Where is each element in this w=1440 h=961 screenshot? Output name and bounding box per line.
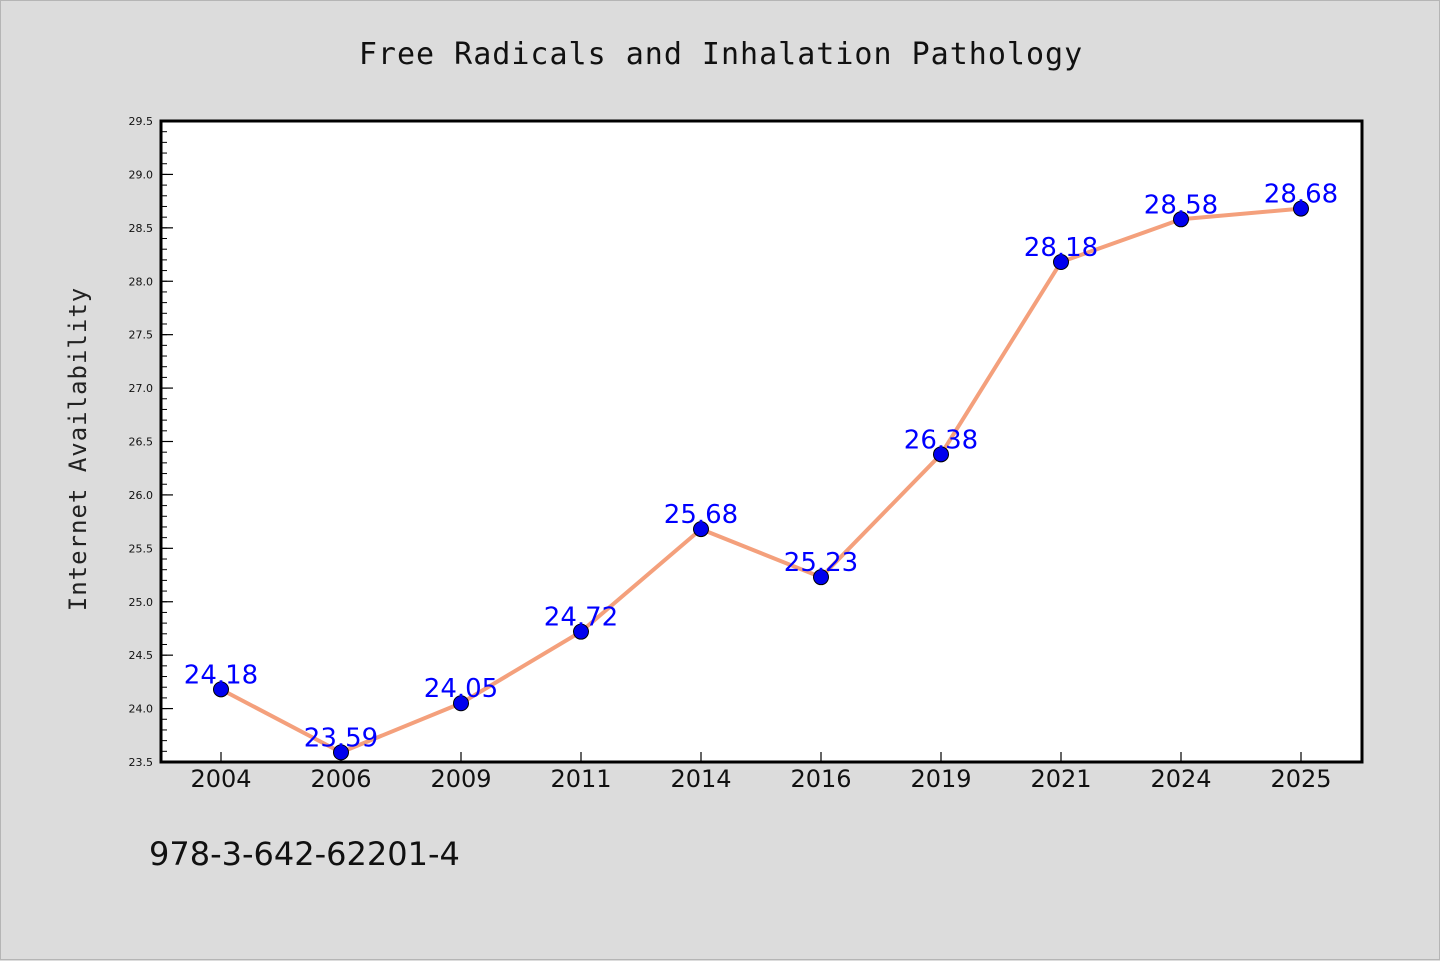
data-label: 24.18 [184, 660, 258, 690]
data-point-marker [1053, 254, 1069, 271]
data-point-marker [813, 569, 829, 586]
y-tick-label: 24.0 [129, 703, 154, 716]
data-label: 23.59 [304, 723, 378, 753]
y-tick-label: 28.0 [129, 275, 154, 288]
x-tick-label: 2004 [190, 765, 251, 793]
y-axis-label: Internet Availability [64, 287, 92, 611]
y-tick-label: 26.5 [129, 436, 154, 449]
series-markers [213, 200, 1309, 761]
data-point-marker [1293, 200, 1309, 217]
data-point-marker [1173, 211, 1189, 228]
x-tick-label: 2006 [310, 765, 371, 793]
x-tick-label: 2016 [790, 765, 851, 793]
y-tick-label: 28.5 [129, 222, 154, 235]
chart-title: Free Radicals and Inhalation Pathology [359, 37, 1083, 72]
x-tick-label: 2011 [550, 765, 611, 793]
y-tick-label: 27.0 [129, 382, 154, 395]
data-label: 25.23 [784, 548, 858, 578]
series-line [219, 206, 1303, 755]
x-tick-label: 2009 [430, 765, 491, 793]
data-point-marker [213, 681, 229, 698]
data-labels: 24.18 23.59 24.05 24.72 25.68 25.23 26.38 28.18… [184, 180, 1338, 754]
y-axis-ticks: 23.5 24.0 24.5 25.0 25.5 26.0 26.5 27.0 27.5 28.0… [129, 115, 173, 769]
y-tick-label: 25.5 [129, 542, 154, 555]
y-tick-label: 29.0 [129, 168, 154, 181]
x-tick-label: 2025 [1270, 765, 1331, 793]
data-point-marker [573, 623, 589, 640]
y-tick-label: 23.5 [129, 756, 154, 769]
data-point-marker [933, 446, 949, 463]
data-label: 25.68 [664, 500, 738, 530]
x-tick-label: 2014 [670, 765, 731, 793]
data-label: 24.72 [544, 603, 618, 633]
data-label: 28.68 [1264, 180, 1338, 210]
data-point-marker [453, 695, 469, 712]
data-label: 28.58 [1144, 190, 1218, 220]
y-tick-label: 29.5 [129, 115, 154, 128]
series-line-group [219, 206, 1303, 755]
y-tick-label: 27.5 [129, 329, 154, 342]
data-label: 26.38 [904, 425, 978, 455]
x-axis-ticks: 2004 2006 2009 2011 2014 2016 2019 2021 2024 2025 [190, 752, 1332, 793]
y-tick-label: 25.0 [129, 596, 154, 609]
data-point-marker [333, 744, 349, 761]
x-tick-label: 2024 [1150, 765, 1211, 793]
y-tick-label: 26.0 [129, 489, 154, 502]
x-tick-label: 2019 [910, 765, 971, 793]
data-label: 24.05 [424, 674, 498, 704]
y-tick-label: 24.5 [129, 649, 154, 662]
data-point-marker [693, 521, 709, 538]
data-label: 28.18 [1024, 233, 1098, 263]
x-tick-label: 2021 [1030, 765, 1091, 793]
isbn-footer: 978-3-642-62201-4 [149, 835, 460, 873]
